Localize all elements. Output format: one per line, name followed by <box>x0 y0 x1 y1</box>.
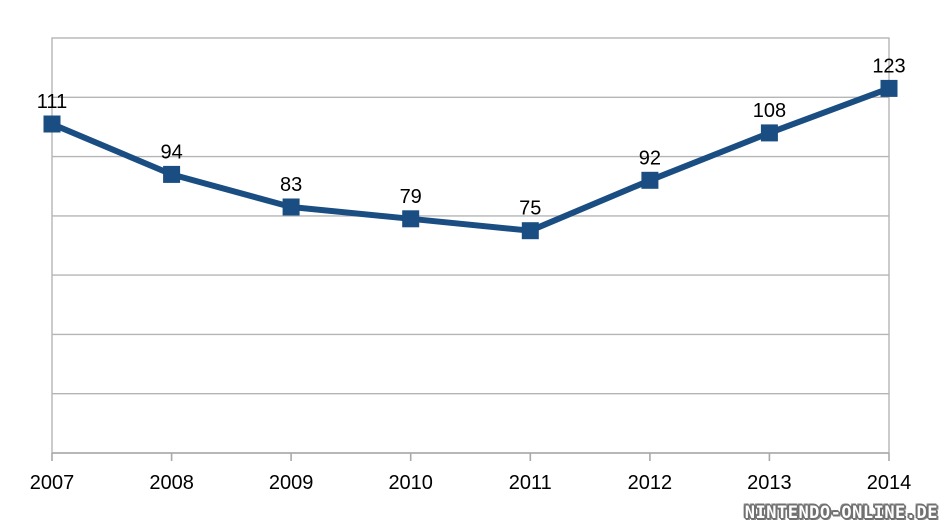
x-tick-label: 2007 <box>30 472 75 494</box>
watermark-nintendo-online: NINTENDO-ONLINE.DE <box>744 503 938 523</box>
data-label: 94 <box>160 141 182 163</box>
x-tick-label: 2011 <box>509 472 552 494</box>
x-tick-label: 2008 <box>149 472 194 494</box>
data-point-marker <box>163 165 181 183</box>
data-point-marker <box>43 115 61 133</box>
x-tick-label: 2014 <box>867 472 912 494</box>
data-point-marker <box>760 124 778 142</box>
x-tick-label: 2012 <box>628 472 673 494</box>
data-label: 79 <box>400 186 422 208</box>
data-point-marker <box>402 210 420 228</box>
data-label: 83 <box>280 174 302 196</box>
data-label: 75 <box>519 198 541 220</box>
x-tick-label: 2013 <box>747 472 792 494</box>
data-label: 92 <box>639 147 661 169</box>
data-line <box>49 85 892 234</box>
data-point-marker <box>880 79 898 97</box>
data-point-marker <box>641 171 659 189</box>
data-label: 123 <box>872 55 905 77</box>
data-point-marker <box>521 222 539 240</box>
x-tick-label: 2010 <box>388 472 433 494</box>
data-label: 108 <box>753 100 786 122</box>
data-point-marker <box>282 198 300 216</box>
data-label: 111 <box>37 91 67 113</box>
x-tick-label: 2009 <box>269 472 314 494</box>
